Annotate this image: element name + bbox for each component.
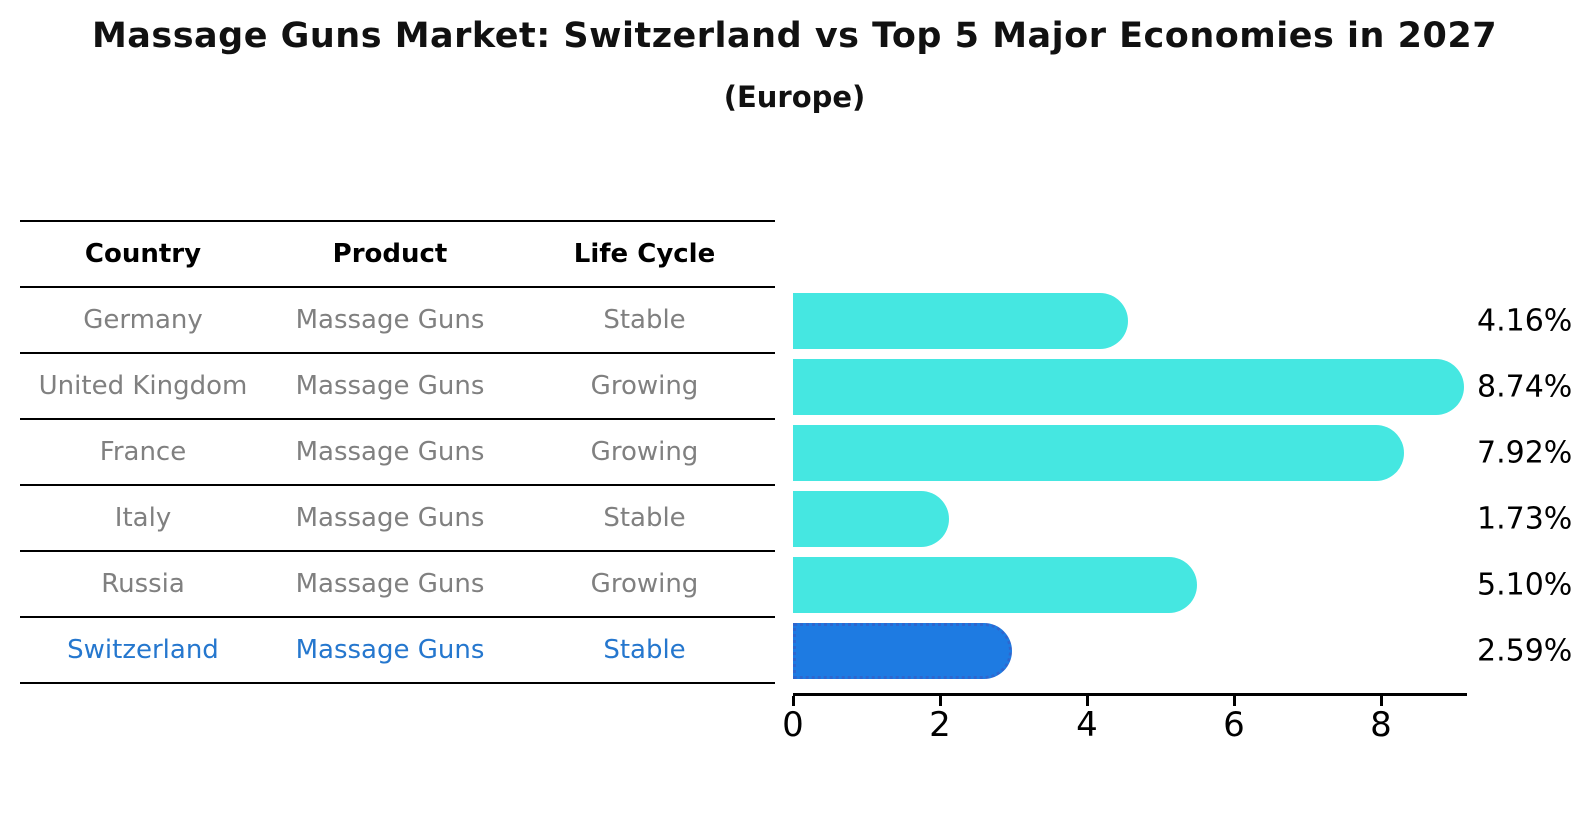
bar-row-switzerland: 2.59% [793, 623, 1589, 679]
bar-italy [793, 491, 950, 547]
value-label-switzerland: 2.59% [1477, 633, 1573, 669]
country-cell: France [99, 437, 187, 467]
bar-united-kingdom [793, 359, 1465, 415]
value-label-russia: 5.10% [1477, 567, 1573, 603]
country-table: Country Product Life Cycle Germany Massa… [20, 220, 775, 684]
life-cycle-cell: Stable [603, 635, 686, 665]
bar-germany [793, 293, 1128, 349]
tick-label: 0 [782, 705, 804, 745]
life-cycle-cell: Growing [590, 437, 699, 467]
country-cell: Switzerland [67, 635, 219, 665]
table-row-france: France Massage Guns Growing [20, 420, 775, 486]
bar-row-united-kingdom: 8.74% [793, 359, 1589, 415]
chart-title: Massage Guns Market: Switzerland vs Top … [91, 16, 1498, 56]
country-cell: United Kingdom [38, 371, 248, 401]
value-label-italy: 1.73% [1477, 501, 1573, 537]
product-cell: Massage Guns [295, 569, 485, 599]
product-cell: Massage Guns [295, 371, 485, 401]
life-cycle-cell: Growing [590, 569, 699, 599]
value-label-france: 7.92% [1477, 435, 1573, 471]
column-header-product: Product [332, 239, 448, 269]
product-cell: Massage Guns [295, 305, 485, 335]
bar-row-italy: 1.73% [793, 491, 1589, 547]
life-cycle-cell: Growing [590, 371, 699, 401]
table-header-row: Country Product Life Cycle [20, 222, 775, 288]
bar-france [793, 425, 1405, 481]
value-label-germany: 4.16% [1477, 303, 1573, 339]
country-cell: Italy [114, 503, 172, 533]
tick-label: 8 [1370, 705, 1392, 745]
country-cell: Germany [83, 305, 203, 335]
tick-mark [1232, 696, 1236, 706]
tick-mark [938, 696, 942, 706]
tick-mark [791, 696, 795, 706]
table-row-united-kingdom: United Kingdom Massage Guns Growing [20, 354, 775, 420]
life-cycle-cell: Stable [603, 305, 686, 335]
table-row-russia: Russia Massage Guns Growing [20, 552, 775, 618]
tick-label: 4 [1076, 705, 1098, 745]
life-cycle-cell: Stable [603, 503, 686, 533]
tick-mark [1379, 696, 1383, 706]
product-cell: Massage Guns [295, 437, 485, 467]
bar-switzerland [793, 623, 1013, 679]
value-label-united-kingdom: 8.74% [1477, 369, 1573, 405]
tick-label: 2 [929, 705, 951, 745]
product-cell: Massage Guns [295, 635, 485, 665]
bar-row-france: 7.92% [793, 425, 1589, 481]
product-cell: Massage Guns [295, 503, 485, 533]
chart-subtitle: (Europe) [723, 80, 866, 114]
table-row-germany: Germany Massage Guns Stable [20, 288, 775, 354]
column-header-country: Country [84, 239, 202, 269]
table-row-italy: Italy Massage Guns Stable [20, 486, 775, 552]
x-axis: 0 2 4 6 8 [782, 693, 1469, 753]
tick-label: 6 [1223, 705, 1245, 745]
column-header-life-cycle: Life Cycle [573, 239, 716, 269]
x-axis-line [793, 693, 1467, 696]
tick-mark [1085, 696, 1089, 706]
bar-row-russia: 5.10% [793, 557, 1589, 613]
country-cell: Russia [101, 569, 185, 599]
bar-russia [793, 557, 1197, 613]
bar-row-germany: 4.16% [793, 293, 1589, 349]
table-row-switzerland: Switzerland Massage Guns Stable [20, 618, 775, 684]
